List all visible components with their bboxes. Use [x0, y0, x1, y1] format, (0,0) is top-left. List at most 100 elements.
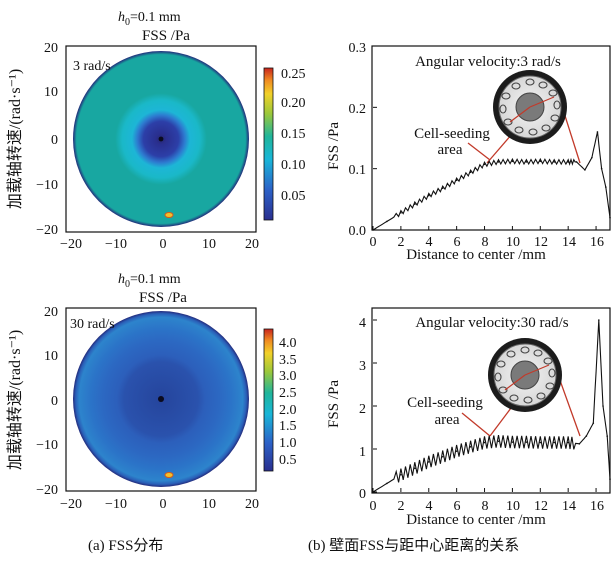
- line-1-xtick: 4: [426, 235, 433, 250]
- line-1-data-point: [591, 156, 593, 159]
- line-1-data-point: [441, 187, 444, 190]
- line-2-data-point: [598, 319, 600, 321]
- gap-subscript: 0: [125, 279, 130, 290]
- line-panel-2: 0 1 2 3 4 0 2 4 6 8 10 12 14 16 Distance…: [326, 307, 611, 528]
- line-1-xtick: 16: [590, 235, 604, 250]
- line-1-xticks: 0 2 4 6 8 10 12 14 16: [370, 235, 605, 250]
- line-1-plot-area: [372, 45, 611, 231]
- colorbar-2-tick: 1.5: [279, 419, 297, 434]
- line-1-data-point: [553, 161, 556, 163]
- heatmap-1-xtick: 20: [245, 237, 259, 252]
- line-1-inset-label-1: Cell-seeding: [414, 126, 490, 142]
- heatmap-1-ytick: 20: [44, 41, 58, 56]
- line-2-data-point: [400, 474, 402, 476]
- line-1-data-point: [455, 179, 458, 182]
- colorbar-2-tick: 0.5: [279, 453, 297, 468]
- inset-2-radius: [504, 374, 526, 391]
- line-1-ytick: 0.0: [349, 224, 367, 239]
- line-1-pointer: [467, 142, 491, 161]
- line-1-data-point: [525, 161, 528, 163]
- heatmap-1-title: FSS /Pa: [142, 28, 190, 44]
- line-2-yticks: 0 1 2 3 4: [359, 316, 366, 502]
- heatmap-2-ytick: −20: [36, 483, 58, 498]
- line-1-data-point: [567, 161, 569, 163]
- caption-b: (b) 壁面FSS与距中心距离的关系: [308, 537, 519, 554]
- line-1-data-point: [609, 216, 611, 219]
- line-1-xlabel: Distance to center /mm: [406, 247, 546, 263]
- inset-2-radius: [524, 364, 550, 376]
- heatmap-1-xtick: 0: [160, 237, 167, 252]
- heatmap-2-xtick: 10: [202, 497, 216, 512]
- line-2-plot-area: [372, 319, 611, 493]
- line-1-xtick: 6: [454, 235, 461, 250]
- colorbar-1-tick: 0.20: [281, 96, 306, 111]
- line-2-data-point: [609, 478, 611, 480]
- line-2-data-point: [497, 440, 500, 443]
- line-2-data-point: [539, 441, 542, 444]
- line-2-data-point: [372, 491, 374, 493]
- heatmap-panel-1: h0=0.1 mm FSS /Pa 3 rad/s 20 10 0 −10 −2…: [6, 10, 306, 252]
- heatmap-1-annotation: 3 rad/s: [73, 59, 111, 74]
- inset-1-radius: [509, 106, 531, 123]
- line-2-data-point: [602, 405, 604, 407]
- line-2-data-point: [427, 461, 430, 463]
- line-2-xtick: 10: [506, 499, 520, 514]
- line-2-data-point: [585, 435, 588, 437]
- line-2-pointer: [461, 412, 491, 437]
- heatmap-1-ytick: −10: [36, 178, 58, 193]
- line-1-data-point: [600, 167, 603, 170]
- line-1-xtick: 8: [482, 235, 489, 250]
- line-2-inset: [488, 338, 581, 437]
- line-2-xtick: 14: [562, 499, 576, 514]
- line-1-data-point: [596, 131, 599, 133]
- colorbar-1-tick: 0.05: [281, 189, 306, 204]
- line-2-data-point: [578, 443, 581, 445]
- heatmap-2-ytick: 10: [44, 349, 58, 364]
- line-2-xtick: 12: [534, 499, 548, 514]
- line-1-data-point: [511, 160, 514, 163]
- line-2-xtick: 16: [590, 499, 604, 514]
- colorbar-2-tick: 4.0: [279, 336, 297, 351]
- line-1-inset-label-2: area: [438, 142, 463, 158]
- gap-symbol: h: [118, 10, 125, 25]
- heatmap-2-xtick: 0: [160, 497, 167, 512]
- line-2-data-point: [441, 455, 444, 458]
- line-1-xtick: 14: [562, 235, 576, 250]
- line-1-xtick: 0: [370, 235, 377, 250]
- heatmap-2-title-gap: h0=0.1 mm: [118, 272, 181, 290]
- heatmap-1-ytick: 0: [51, 133, 58, 148]
- heatmap-1-frame: [65, 45, 257, 233]
- line-2-xtick: 2: [398, 499, 405, 514]
- heatmap-2-title: FSS /Pa: [139, 290, 187, 306]
- heatmap-2-center-dot: [158, 396, 164, 402]
- line-1-xtick: 10: [506, 235, 520, 250]
- line-2-data-point: [592, 422, 595, 425]
- inset-1-radius: [529, 96, 555, 108]
- line-2-ytick: 2: [359, 402, 366, 417]
- line-2-data-point: [525, 441, 528, 443]
- line-1-ytick: 0.1: [349, 163, 367, 178]
- line-1-ytick: 0.2: [349, 102, 367, 117]
- line-panel-1: 0.0 0.1 0.2 0.3 0 2 4 6 8 10 12 14 16 Di…: [326, 41, 611, 263]
- colorbar-1-tick: 0.10: [281, 158, 306, 173]
- heatmap-1-ytick: −20: [36, 223, 58, 238]
- line-2-xtick: 0: [370, 499, 377, 514]
- colorbar-2-tick: 1.0: [279, 436, 297, 451]
- line-1-data-point: [539, 160, 542, 163]
- heatmap-panel-2: h0=0.1 mm FSS /Pa 30 rad/s 20 10 0 −10 −…: [6, 272, 297, 512]
- line-1-data-point: [372, 229, 374, 231]
- heatmap-1-xtick: −10: [105, 237, 127, 252]
- colorbar-2-tick: 2.5: [279, 386, 297, 401]
- gap-value: =0.1 mm: [130, 10, 181, 25]
- line-2-data-point: [553, 441, 556, 444]
- heatmap-2-xtick: −10: [105, 497, 127, 512]
- line-2-xtick: 6: [454, 499, 461, 514]
- heatmap-1-title-gap: h0=0.1 mm: [118, 10, 181, 28]
- line-2-data-point: [469, 446, 472, 448]
- line-2-data-point: [414, 467, 416, 470]
- line-2-inset-label-2: area: [435, 412, 460, 428]
- line-1-xtick: 12: [534, 235, 548, 250]
- line-2-ytick: 4: [359, 316, 366, 331]
- caption-a: (a) FSS分布: [88, 537, 163, 554]
